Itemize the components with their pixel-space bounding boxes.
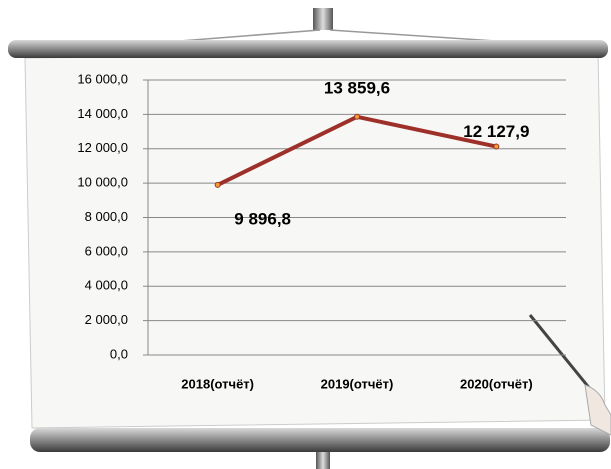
y-tick-label: 0,0 xyxy=(110,346,128,361)
x-tick-label: 2020(отчёт) xyxy=(460,376,533,391)
value-label: 13 859,6 xyxy=(324,78,390,97)
y-tick-label: 2 000,0 xyxy=(85,312,128,327)
point xyxy=(355,114,360,119)
y-tick-label: 16 000,0 xyxy=(77,71,128,86)
point xyxy=(494,144,499,149)
y-tick-label: 14 000,0 xyxy=(77,106,128,121)
y-tick-label: 12 000,0 xyxy=(77,140,128,155)
y-tick-label: 10 000,0 xyxy=(77,175,128,190)
value-label: 12 127,9 xyxy=(463,122,529,141)
point xyxy=(215,182,220,187)
x-tick-label: 2018(отчёт) xyxy=(181,376,254,391)
x-tick-label: 2019(отчёт) xyxy=(321,376,394,391)
y-tick-label: 6 000,0 xyxy=(85,243,128,258)
value-label: 9 896,8 xyxy=(234,209,291,228)
y-tick-label: 4 000,0 xyxy=(85,278,128,293)
y-tick-label: 8 000,0 xyxy=(85,209,128,224)
chart: 0,0 2 000,0 4 000,0 6 000,0 8 000,0 10 000,0 1… xyxy=(0,0,611,469)
